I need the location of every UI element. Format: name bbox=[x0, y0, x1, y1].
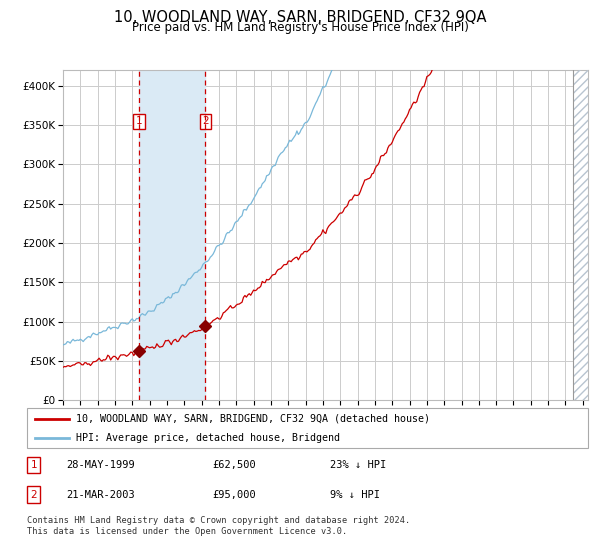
Text: 28-MAY-1999: 28-MAY-1999 bbox=[66, 460, 135, 470]
Bar bbox=[573, 70, 588, 400]
Text: HPI: Average price, detached house, Bridgend: HPI: Average price, detached house, Brid… bbox=[76, 433, 340, 443]
Text: 10, WOODLAND WAY, SARN, BRIDGEND, CF32 9QA: 10, WOODLAND WAY, SARN, BRIDGEND, CF32 9… bbox=[114, 10, 486, 25]
Text: £62,500: £62,500 bbox=[212, 460, 256, 470]
Text: 21-MAR-2003: 21-MAR-2003 bbox=[66, 489, 135, 500]
Text: 1: 1 bbox=[136, 116, 143, 126]
Text: 2: 2 bbox=[31, 489, 37, 500]
Text: 23% ↓ HPI: 23% ↓ HPI bbox=[330, 460, 386, 470]
Text: Contains HM Land Registry data © Crown copyright and database right 2024.
This d: Contains HM Land Registry data © Crown c… bbox=[27, 516, 410, 536]
Text: 1: 1 bbox=[31, 460, 37, 470]
Text: 2: 2 bbox=[202, 116, 209, 126]
Text: 9% ↓ HPI: 9% ↓ HPI bbox=[330, 489, 380, 500]
Text: £95,000: £95,000 bbox=[212, 489, 256, 500]
Text: 10, WOODLAND WAY, SARN, BRIDGEND, CF32 9QA (detached house): 10, WOODLAND WAY, SARN, BRIDGEND, CF32 9… bbox=[76, 414, 430, 424]
Text: Price paid vs. HM Land Registry's House Price Index (HPI): Price paid vs. HM Land Registry's House … bbox=[131, 21, 469, 34]
Bar bbox=[573, 70, 588, 400]
Bar bbox=[139, 70, 205, 400]
